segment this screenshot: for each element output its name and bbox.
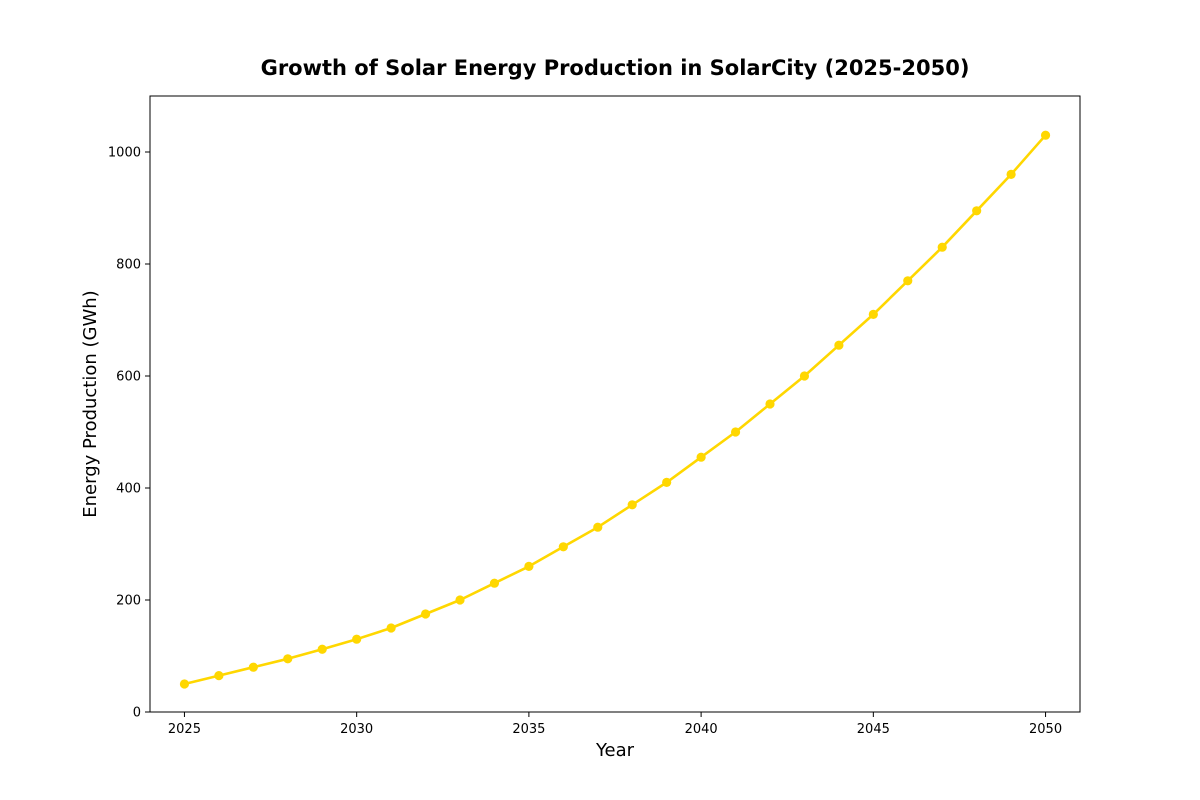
data-point-2040 [696,452,706,462]
data-point-2047 [937,242,947,252]
data-point-2030 [352,634,362,644]
data-point-2048 [972,206,982,216]
y-tick-label: 1000 [108,146,141,161]
data-point-2029 [317,644,327,654]
data-point-2045 [868,309,878,319]
data-point-2043 [799,371,810,381]
data-point-2037 [593,522,603,532]
y-tick-label: 200 [116,594,141,609]
y-axis-ticks: 0 200 400 600 800 1000 [108,146,150,721]
x-tick-label: 2030 [340,722,373,737]
y-tick-label: 0 [133,706,141,721]
data-point-2028 [283,654,293,664]
data-point-2038 [627,500,637,510]
series-layer [179,130,1051,689]
y-tick-label: 800 [116,258,141,273]
data-point-2035 [524,561,534,572]
y-axis-label: Energy Production (GWh) [80,290,101,517]
x-tick-label: 2050 [1029,722,1062,737]
data-point-2046 [903,276,913,286]
x-tick-label: 2035 [512,722,545,737]
data-point-2044 [834,340,844,350]
series-line [183,133,1047,686]
x-axis-ticks: 2025 2030 2035 2040 2045 2050 [168,712,1062,737]
data-point-2025 [179,679,190,689]
data-point-2049 [1006,169,1016,179]
chart-title: Growth of Solar Energy Production in Sol… [261,56,970,80]
y-tick-label: 600 [116,370,141,385]
x-axis-label: Year [595,740,635,761]
data-point-2036 [558,542,568,552]
data-point-2034 [489,578,500,588]
y-tick-label: 400 [116,482,141,497]
data-point-2027 [248,662,258,672]
data-point-2050 [1040,130,1051,140]
data-point-2026 [214,671,224,681]
data-point-2041 [730,427,741,437]
data-point-2032 [420,609,431,619]
x-tick-label: 2025 [168,722,201,737]
data-point-2039 [662,477,672,487]
data-point-2042 [765,399,775,409]
x-tick-label: 2045 [857,722,890,737]
data-point-2031 [386,623,396,633]
data-point-2033 [455,595,465,605]
plot-area-frame [149,95,1081,713]
x-tick-label: 2040 [685,722,718,737]
